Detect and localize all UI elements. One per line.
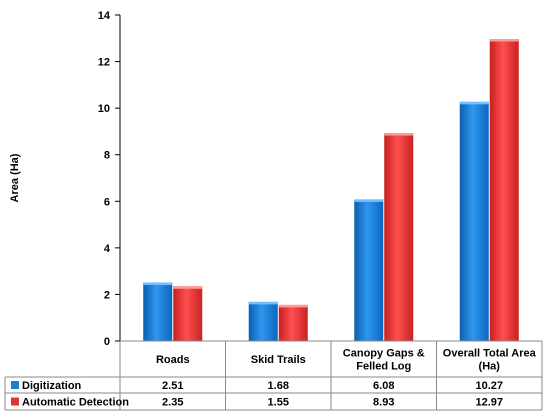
y-tick-label: 6 — [104, 196, 110, 208]
y-tick-label: 4 — [104, 243, 111, 255]
value-cell: 1.68 — [268, 380, 289, 392]
legend-key-digitization — [11, 381, 19, 389]
data-table: Roads Skid Trails Canopy Gaps &Felled Log O… — [4, 340, 543, 411]
value-cell: 12.97 — [475, 397, 503, 409]
bar-top-highlight — [143, 282, 173, 286]
value-cell: 1.55 — [268, 397, 289, 409]
y-tick-label: 0 — [104, 336, 110, 348]
bar-automatic-detection — [384, 133, 414, 341]
y-tick-label: 8 — [104, 150, 110, 162]
bar-automatic-detection — [489, 38, 519, 342]
value-cell: 10.27 — [475, 380, 503, 392]
value-cell: 8.93 — [373, 397, 394, 409]
value-cell: 2.51 — [162, 380, 183, 392]
bar-top-highlight — [278, 304, 308, 308]
value-cell: 2.35 — [162, 397, 183, 409]
y-tick-label: 2 — [104, 289, 110, 301]
bar-top-highlight — [384, 133, 414, 136]
bar-digitization — [143, 282, 173, 341]
category-label: (Ha) — [479, 361, 501, 373]
bars — [143, 38, 519, 342]
value-cell: 6.08 — [373, 380, 394, 392]
bar-automatic-detection — [278, 304, 308, 341]
y-tick-label: 14 — [98, 10, 111, 22]
category-label: Overall Total Area — [443, 348, 537, 360]
bar-top-highlight — [459, 101, 489, 105]
category-label: Skid Trails — [251, 354, 306, 366]
bar-top-highlight — [354, 199, 384, 202]
bar-digitization — [459, 101, 489, 341]
bar-top-highlight — [248, 301, 278, 305]
bar-automatic-detection — [173, 286, 203, 341]
legend-label: Automatic Detection — [22, 397, 129, 409]
legend-label: Digitization — [22, 380, 82, 392]
category-label: Canopy Gaps & — [343, 348, 425, 360]
category-label: Roads — [156, 354, 190, 366]
y-tick-label: 10 — [98, 103, 110, 115]
bar-digitization — [354, 199, 384, 341]
bar-top-highlight — [173, 286, 203, 289]
bar-top-highlight — [489, 38, 519, 42]
y-axis-label: Area (Ha) — [9, 153, 21, 202]
bar-digitization — [248, 301, 278, 341]
y-axis-ticks: 0 2 4 6 8 10 12 14 — [98, 10, 120, 348]
legend-key-automatic-detection — [11, 397, 19, 406]
category-label: Felled Log — [356, 361, 411, 373]
y-tick-label: 12 — [98, 57, 110, 69]
